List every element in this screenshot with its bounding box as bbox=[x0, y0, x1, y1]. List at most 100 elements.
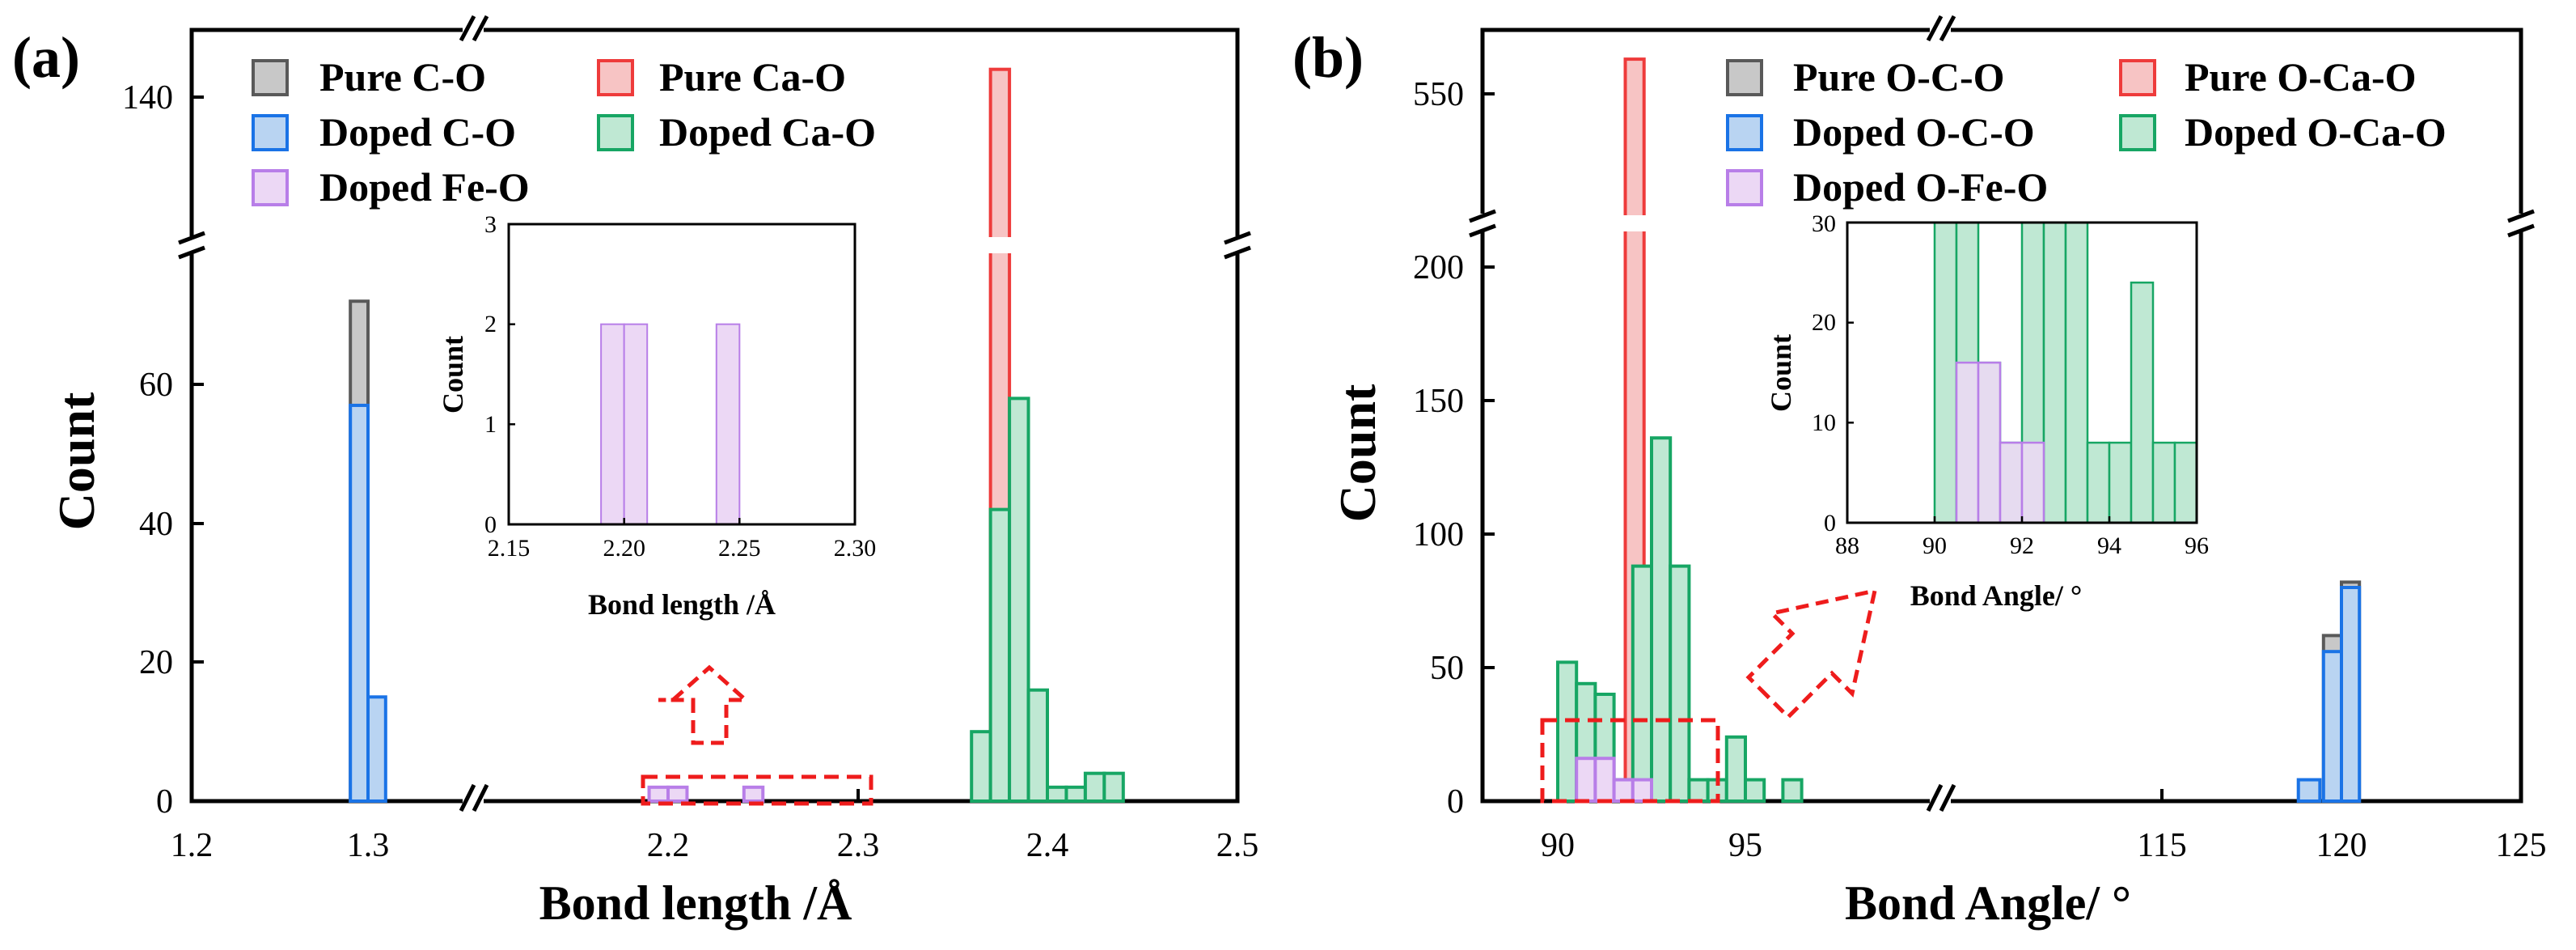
inset-a-ylabel: Count bbox=[437, 336, 469, 414]
panel-b-xtick-95: 95 bbox=[1728, 827, 1762, 864]
legend-b-swatch-pure-o-ca-o bbox=[2119, 59, 2156, 96]
panel-b-ytick-0: 0 bbox=[1447, 783, 1464, 821]
panel-a-bar-green-7 bbox=[1102, 771, 1125, 803]
inset-b-green-bar-0 bbox=[1933, 221, 1958, 524]
panel-b-ytick-50: 50 bbox=[1430, 650, 1464, 687]
panel-b-label: (b) bbox=[1292, 25, 1364, 90]
panel-a-bar-purple-0 bbox=[647, 785, 670, 804]
panel-a-xtick-2.2: 2.2 bbox=[647, 827, 690, 864]
panel-a-xtick-1.3: 1.3 bbox=[347, 827, 390, 864]
inset-a-xlabel: Bond length /Å bbox=[588, 588, 776, 621]
panel-b-diagonal-arrow-icon bbox=[1745, 587, 1878, 720]
panel-a-xtick-1.2: 1.2 bbox=[171, 827, 214, 864]
panel-a-bars bbox=[349, 67, 1125, 804]
panel-b-bar-green-6 bbox=[1669, 564, 1691, 803]
panel-b-xtick-90: 90 bbox=[1541, 827, 1575, 864]
panel-a-up-arrow-icon bbox=[658, 664, 751, 745]
inset-b-ylabel: Count bbox=[1765, 334, 1797, 412]
inset-b-green-bar-8 bbox=[2108, 441, 2133, 524]
inset-b-purple-bar-2 bbox=[1999, 441, 2024, 524]
panel-a-xtick-2.3: 2.3 bbox=[837, 827, 880, 864]
inset-b-purple-bar-1 bbox=[1977, 361, 2002, 524]
panel-b-yticks bbox=[1483, 92, 1495, 803]
panel-b-bar-green-7 bbox=[1687, 778, 1710, 803]
panel-a-frame bbox=[189, 28, 1240, 804]
panel-b-bar-purple-1 bbox=[1593, 757, 1616, 804]
panel-b-frame bbox=[1480, 28, 2523, 804]
legend-a-pure-ca-o: Pure Ca-O bbox=[659, 54, 846, 100]
panel-b-bar-green-5 bbox=[1650, 436, 1673, 803]
panel-a-xbreak-bottom-2 bbox=[472, 783, 489, 812]
inset-a-xtick-3: 2.30 bbox=[834, 535, 877, 562]
legend-b-doped-o-ca-o: Doped O-Ca-O bbox=[2185, 109, 2447, 155]
inset-a-xtick-0: 2.15 bbox=[488, 535, 531, 562]
inset-b-green-bar-10 bbox=[2151, 441, 2176, 524]
panel-b-bar-blue-2 bbox=[2340, 586, 2362, 803]
inset-a-bars bbox=[600, 323, 741, 525]
legend-a-swatch-doped-ca-o bbox=[597, 114, 634, 151]
panel-a-xtick-2.4: 2.4 bbox=[1026, 827, 1069, 864]
panel-a-ytick-60: 60 bbox=[139, 367, 173, 404]
legend-a-swatch-pure-c-o bbox=[252, 59, 289, 96]
panel-a-ybreak-left-1 bbox=[178, 231, 205, 245]
panel-a-ytick-20: 20 bbox=[139, 644, 173, 681]
panel-a-bar-purple-2 bbox=[742, 785, 765, 804]
panel-b-bar-purple-3 bbox=[1631, 778, 1654, 803]
panel-a-bar-green-3 bbox=[1026, 688, 1050, 803]
panel-a: (a) Count Bond length /Å 0 20 40 60 140 bbox=[12, 15, 1259, 930]
panel-a-xbreak-top-1 bbox=[459, 15, 476, 42]
panel-b-bar-green-4 bbox=[1631, 564, 1654, 803]
inset-a-bar-1 bbox=[623, 323, 649, 525]
inset-b-xtick-0: 88 bbox=[1835, 532, 1859, 559]
inset-a-ytick-2: 2 bbox=[484, 311, 497, 337]
panel-b-bar-purple-2 bbox=[1612, 778, 1635, 803]
panel-a-ybreak-left-2 bbox=[178, 245, 205, 260]
inset-a-ticks bbox=[507, 323, 857, 524]
panel-b-bar-red-0-break-gap bbox=[1622, 215, 1648, 231]
inset-b-ticks bbox=[1846, 321, 2198, 523]
panel-b-xbreak-bottom-1 bbox=[1926, 783, 1944, 812]
panel-a-bar-green-5 bbox=[1064, 785, 1087, 804]
panel-a-ybreak-right-1 bbox=[1224, 231, 1251, 245]
panel-a-ytick-40: 40 bbox=[139, 506, 173, 543]
panel-b-ytick-200: 200 bbox=[1413, 249, 1464, 286]
inset-a-bar-2 bbox=[715, 323, 741, 525]
panel-b-bars bbox=[1556, 57, 2362, 804]
panel-b-bar-blue-0 bbox=[2296, 778, 2322, 803]
inset-a-xtick-2: 2.25 bbox=[718, 535, 761, 562]
panel-b-highlight-box bbox=[1540, 718, 1720, 804]
panel-b-ytick-150: 150 bbox=[1413, 383, 1464, 420]
panel-b-ytick-100: 100 bbox=[1413, 516, 1464, 553]
inset-a-ytick-0: 0 bbox=[484, 511, 497, 538]
inset-b-ytick-0: 0 bbox=[1824, 510, 1836, 536]
panel-a-bar-blue-1 bbox=[366, 695, 387, 803]
inset-b-xtick-2: 92 bbox=[2010, 532, 2034, 559]
legend-b-pure-o-ca-o: Pure O-Ca-O bbox=[2185, 54, 2417, 100]
panel-b-xbreak-bottom-2 bbox=[1939, 783, 1956, 812]
panel-b-xlabel: Bond Angle/ ° bbox=[1845, 876, 2131, 930]
panel-a-highlight-box bbox=[641, 774, 873, 806]
panel-b-xtick-125: 125 bbox=[2496, 827, 2547, 864]
inset-b-green-bar-7 bbox=[2086, 441, 2111, 524]
inset-b-ytick-2: 20 bbox=[1812, 309, 1836, 336]
panel-a-xlabel: Bond length /Å bbox=[539, 876, 852, 930]
legend-b-doped-o-fe-o: Doped O-Fe-O bbox=[1793, 164, 2048, 210]
panel-a-bar-green-1 bbox=[988, 507, 1012, 803]
panel-a-xtick-2.5: 2.5 bbox=[1216, 827, 1259, 864]
panel-a-bar-green-4 bbox=[1046, 785, 1068, 804]
panel-a-bar-green-2 bbox=[1008, 397, 1030, 803]
panel-b-bar-blue-1 bbox=[2321, 650, 2344, 804]
panel-a-ytick-140: 140 bbox=[122, 79, 173, 117]
panel-b-xbreak-top-2 bbox=[1939, 15, 1956, 42]
inset-a-frame bbox=[507, 223, 857, 526]
panel-b-legend: Pure O-C-O Pure O-Ca-O Doped O-C-O Doped… bbox=[1726, 54, 2447, 210]
panel-b-inset: 88 90 92 94 96 0 10 20 30 Bond Angle/ ° … bbox=[1765, 210, 2209, 612]
legend-a-pure-c-o: Pure C-O bbox=[319, 54, 486, 100]
inset-b-ytick-1: 10 bbox=[1812, 409, 1836, 436]
panel-b-bar-green-0 bbox=[1556, 660, 1579, 804]
panel-a-ytick-0: 0 bbox=[156, 783, 173, 821]
panel-a-bar-green-0 bbox=[970, 730, 992, 804]
inset-b-xtick-1: 90 bbox=[1922, 532, 1947, 559]
panel-b-xbreak-top-1 bbox=[1926, 15, 1944, 42]
